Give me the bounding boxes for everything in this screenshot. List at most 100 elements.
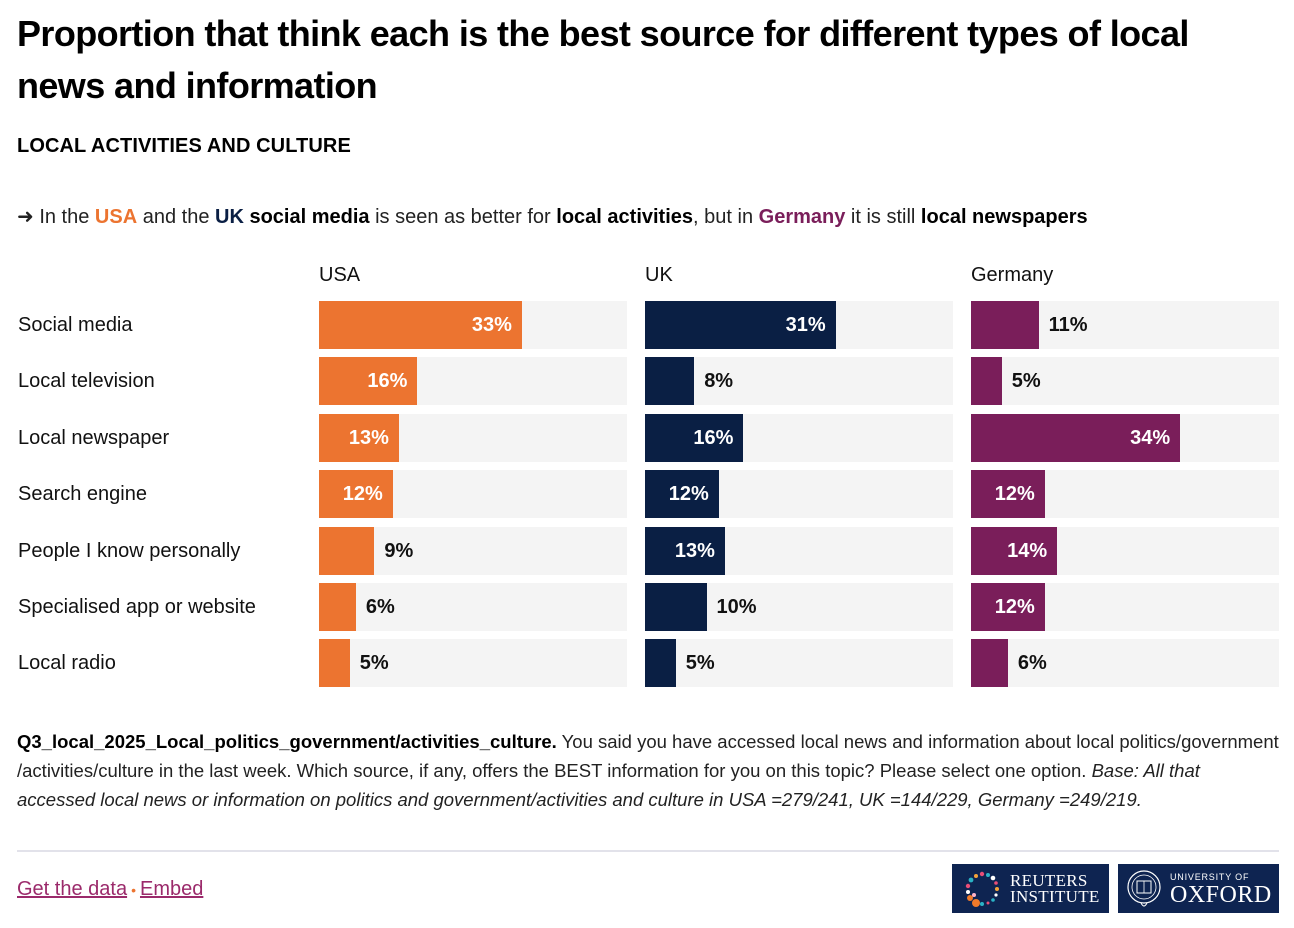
chart-title: Proportion that think each is the best s… xyxy=(17,13,1189,106)
data-label: 10% xyxy=(716,596,757,618)
bar xyxy=(645,301,836,349)
bar-track: 5% xyxy=(319,639,627,688)
reuters-line2: INSTITUTE xyxy=(1010,886,1100,906)
insight-uk: UK xyxy=(215,206,244,228)
panel-title: Germany xyxy=(971,264,1054,286)
data-label: 13% xyxy=(348,426,389,449)
bar-track: 9% xyxy=(319,526,627,575)
data-label: 8% xyxy=(704,370,734,393)
insight-text-part: In the xyxy=(33,206,95,228)
bar-track: 34% xyxy=(971,413,1279,462)
data-label: 12% xyxy=(994,596,1035,618)
insight-text-part: , but in xyxy=(693,206,759,228)
bar xyxy=(319,639,350,688)
base-note: Base: All that accessed local news or in… xyxy=(17,760,1200,810)
bar-track: 13% xyxy=(645,526,953,575)
data-label: 12% xyxy=(668,483,709,506)
insight-bold: local activities xyxy=(556,206,694,228)
data-label: 16% xyxy=(693,426,734,449)
bar xyxy=(645,357,695,406)
bar-track: 33% xyxy=(319,301,627,349)
data-label: 16% xyxy=(367,370,408,393)
data-label: 13% xyxy=(674,539,715,562)
reuters-dots-icon xyxy=(965,871,999,907)
bar-track: 14% xyxy=(971,526,1279,575)
bar-track: 12% xyxy=(971,583,1279,631)
bar-track: 5% xyxy=(971,357,1279,406)
insight-text-part: it is still xyxy=(845,206,921,228)
bar-track: 5% xyxy=(645,639,953,688)
reuters-line1: REUTERS xyxy=(1010,870,1088,890)
bar xyxy=(971,639,1008,688)
bar xyxy=(971,526,1058,575)
data-label: 9% xyxy=(384,539,414,562)
data-label: 14% xyxy=(1007,539,1048,562)
data-label: 6% xyxy=(365,596,395,618)
data-label: 5% xyxy=(1011,370,1041,393)
question-text: You said you have accessed local news an… xyxy=(17,731,1279,781)
chart-subtitle: LOCAL ACTIVITIES AND CULTURE xyxy=(17,135,351,157)
bar-track: 12% xyxy=(319,470,627,519)
data-label: 34% xyxy=(1130,426,1171,449)
bar xyxy=(319,413,399,462)
insight-text: ➜ In the USA and the UK social media is … xyxy=(17,204,1088,229)
panel-title: USA xyxy=(319,264,361,286)
bar xyxy=(645,526,725,575)
data-label: 11% xyxy=(1048,314,1088,336)
data-label: 12% xyxy=(342,483,383,506)
data-label: 31% xyxy=(785,314,826,336)
insight-germany: Germany xyxy=(758,206,846,228)
oxford-crest-icon xyxy=(1127,869,1161,906)
bar xyxy=(645,583,707,631)
bar-track: 6% xyxy=(319,583,627,631)
embed-link[interactable]: Embed xyxy=(139,878,204,900)
bar xyxy=(645,413,744,462)
oxford-line2: OXFORD xyxy=(1170,881,1272,908)
bar xyxy=(319,526,375,575)
reuters-institute-logo[interactable]: REUTERS INSTITUTE xyxy=(952,864,1109,913)
bar xyxy=(319,301,522,349)
bar xyxy=(971,413,1181,462)
bar-track: 31% xyxy=(645,301,953,349)
data-label: 5% xyxy=(685,652,715,675)
insight-text-part: is seen as better for xyxy=(369,206,557,228)
data-label: 6% xyxy=(1017,652,1047,675)
category-label: Search engine xyxy=(18,483,147,506)
category-label: Local newspaper xyxy=(18,426,170,449)
separator-dot: • xyxy=(131,881,136,898)
data-label: 5% xyxy=(359,652,389,675)
bar xyxy=(319,357,418,406)
bar xyxy=(319,470,393,519)
methodology-note: Q3_local_2025_Local_politics_government/… xyxy=(17,727,1279,814)
bar xyxy=(645,639,676,688)
bar xyxy=(645,470,719,519)
bar xyxy=(971,301,1039,349)
category-label: Social media xyxy=(18,314,133,336)
panel-title: UK xyxy=(645,264,673,286)
arrow-icon: ➜ xyxy=(17,206,34,228)
data-label: 33% xyxy=(471,314,512,336)
data-label: 12% xyxy=(994,483,1035,506)
bar xyxy=(971,583,1045,631)
category-label: Local television xyxy=(18,370,155,393)
bar-track: 10% xyxy=(645,583,953,631)
footer-divider xyxy=(17,850,1279,852)
insight-usa: USA xyxy=(94,206,138,228)
category-label: Local radio xyxy=(18,652,116,675)
bar xyxy=(319,583,356,631)
bar-track: 12% xyxy=(645,470,953,519)
get-the-data-link[interactable]: Get the data xyxy=(17,878,128,900)
question-id: Q3_local_2025_Local_politics_government/… xyxy=(17,731,557,752)
bar-track: 16% xyxy=(645,413,953,462)
bar-track: 8% xyxy=(645,357,953,406)
insight-text-part: and the xyxy=(137,206,215,228)
category-label: People I know personally xyxy=(18,539,241,562)
bar-track: 13% xyxy=(319,413,627,462)
university-of-oxford-logo[interactable]: UNIVERSITY OF OXFORD xyxy=(1118,864,1279,913)
insight-bold: social media xyxy=(249,206,370,228)
bar xyxy=(971,470,1045,519)
bar-track: 16% xyxy=(319,357,627,406)
bar-track: 6% xyxy=(971,639,1279,688)
footer-links: Get the data • Embed xyxy=(17,878,203,901)
category-label: Specialised app or website xyxy=(18,596,256,618)
